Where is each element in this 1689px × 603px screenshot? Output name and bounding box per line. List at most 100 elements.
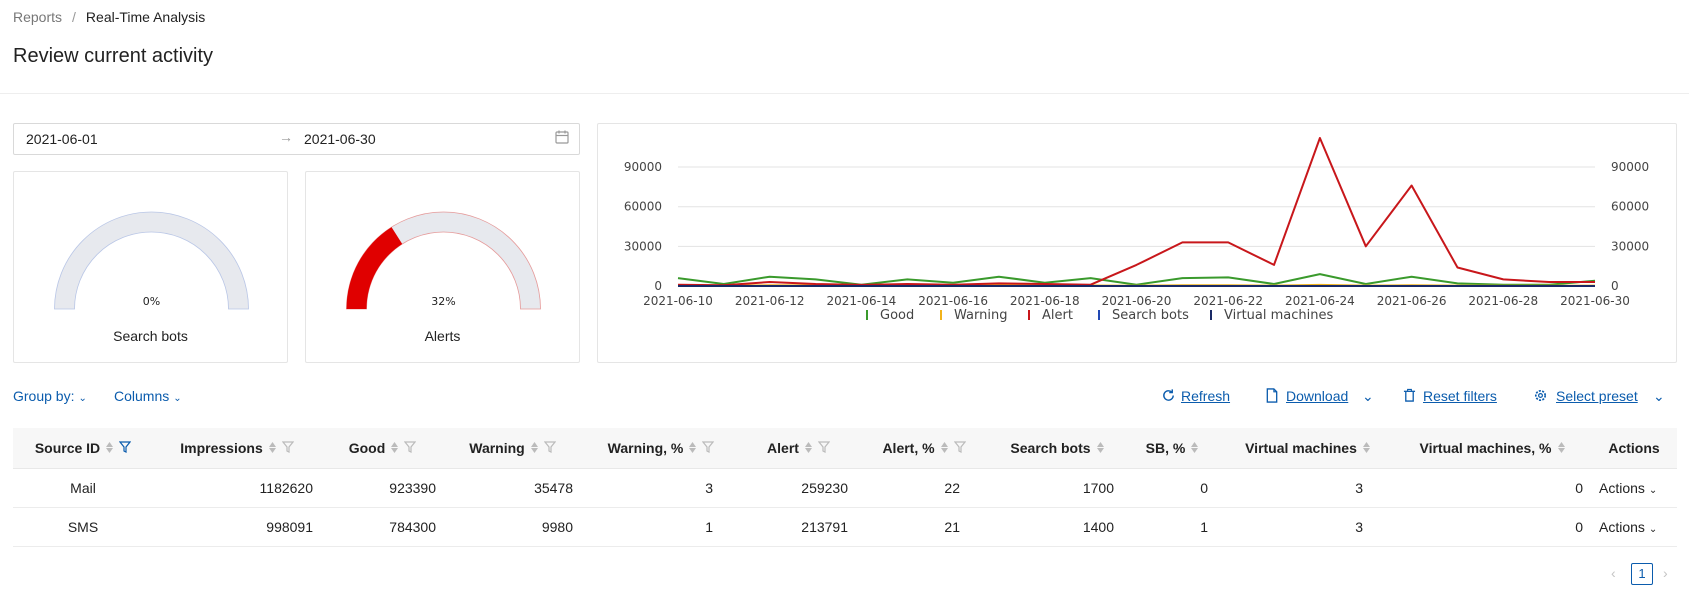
col-source-id[interactable]: Source ID [13,428,153,469]
x-tick-label: 2021-06-14 [827,294,897,308]
legend-label: Warning [954,308,1007,323]
cell-source-id: Mail [13,468,153,508]
legend-label: Alert [1042,308,1073,323]
date-range-picker[interactable]: 2021-06-01 → 2021-06-30 [13,123,580,155]
x-tick-label: 2021-06-20 [1102,294,1172,308]
x-tick-label: 2021-06-22 [1193,294,1263,308]
col-warning[interactable]: Warning [444,428,581,469]
preset-chevron-down-icon[interactable]: ⌄ [1653,388,1665,404]
col-virtual-machines-pct[interactable]: Virtual machines, % [1393,428,1591,469]
sort-icon[interactable] [106,442,114,454]
legend-label: Good [880,308,914,323]
cell-search-bots: 1400 [992,507,1122,547]
y-tick-label-right: 60000 [1611,200,1649,214]
legend-label: Virtual machines [1224,308,1333,323]
gear-icon[interactable] [1533,388,1548,408]
sort-icon[interactable] [1096,442,1104,454]
row-actions-dropdown[interactable]: Actions ⌄ [1591,507,1677,547]
breadcrumb: Reports / Real-Time Analysis [13,9,205,25]
cell-virtual-machines-pct: 0 [1393,507,1591,547]
filter-icon[interactable] [817,440,831,456]
refresh-icon[interactable] [1161,388,1176,408]
cell-virtual-machines-pct: 0 [1393,468,1591,508]
row-actions-label: Actions [1599,479,1645,496]
pagination-page-current[interactable]: 1 [1631,563,1653,585]
report-table: Source ID Impressions Good Warning Warni… [13,428,1677,547]
table-header-row: Source ID Impressions Good Warning Warni… [13,428,1677,469]
sort-icon[interactable] [804,442,812,454]
gauge-label-search-bots: Search bots [113,328,188,344]
group-by-dropdown[interactable]: Group by: ⌄ [13,388,87,404]
y-tick-label-left: 30000 [624,239,662,253]
columns-dropdown[interactable]: Columns ⌄ [114,388,182,404]
col-alert[interactable]: Alert [741,428,856,469]
y-tick-label-left: 0 [654,279,662,293]
filter-icon[interactable] [702,440,715,456]
series-line-alert [677,137,1595,287]
table-row: SMS 998091 784300 9980 1 213791 21 1400 … [13,507,1677,547]
table-row: Mail 1182620 923390 35478 3 259230 22 17… [13,468,1677,508]
col-virtual-machines[interactable]: Virtual machines [1222,428,1393,469]
date-range-start[interactable]: 2021-06-01 [26,131,98,147]
col-search-bots[interactable]: Search bots [992,428,1122,469]
chevron-down-icon: ⌄ [78,393,87,404]
sort-icon[interactable] [1362,442,1370,454]
trash-icon[interactable] [1403,388,1416,408]
cell-virtual-machines: 3 [1222,507,1393,547]
reset-filters-button[interactable]: Reset filters [1423,388,1497,404]
group-by-label: Group by: [13,388,75,404]
download-chevron-down-icon[interactable]: ⌄ [1362,388,1374,404]
refresh-button[interactable]: Refresh [1181,388,1231,404]
calendar-icon[interactable] [555,130,569,149]
cell-alert: 259230 [741,468,856,508]
pagination-next-icon[interactable]: › [1663,565,1668,581]
filter-icon[interactable] [281,440,294,456]
breadcrumb-parent[interactable]: Reports [13,9,63,25]
sort-icon[interactable] [391,442,399,454]
col-alert-pct[interactable]: Alert, % [856,428,992,469]
cell-sb-pct: 0 [1122,468,1222,508]
gauge-alerts: 32% [346,211,541,310]
sort-icon[interactable] [530,442,538,454]
gauge-fill-alerts [346,227,403,309]
select-preset-button[interactable]: Select preset [1556,388,1638,404]
legend-label: Search bots [1112,308,1189,323]
cell-warning: 35478 [444,468,581,508]
sort-icon[interactable] [689,442,697,454]
col-warning-pct[interactable]: Warning, % [581,428,741,469]
sort-icon[interactable] [1191,442,1199,454]
filter-icon[interactable] [953,440,966,456]
cell-alert-pct: 22 [856,468,992,508]
columns-label: Columns [114,388,170,404]
sort-icon[interactable] [940,442,948,454]
activity-line-chart: 0 0 30000 30000 60000 60000 90000 90000 2021-06-… [624,137,1649,323]
filter-icon[interactable] [543,440,556,456]
gauge-label-alerts: Alerts [424,328,461,344]
row-actions-label: Actions [1599,518,1645,535]
cell-good: 923390 [321,468,444,508]
col-impressions[interactable]: Impressions [153,428,321,469]
date-range-end[interactable]: 2021-06-30 [304,131,376,147]
y-tick-label-right: 30000 [1611,239,1649,253]
sort-icon[interactable] [1557,442,1565,454]
chevron-down-icon: ⌄ [1648,484,1658,496]
sort-icon[interactable] [268,442,276,454]
gauge-card-alerts: 32% Alerts [305,171,580,363]
pagination-prev-icon[interactable]: ‹ [1611,565,1616,581]
row-actions-dropdown[interactable]: Actions ⌄ [1591,468,1677,508]
col-good[interactable]: Good [321,428,444,469]
legend-marker [1028,310,1030,320]
x-tick-label: 2021-06-10 [643,294,713,308]
cell-warning: 9980 [444,507,581,547]
cell-impressions: 998091 [153,507,321,547]
legend-marker [1098,310,1100,320]
col-sb-pct[interactable]: SB, % [1122,428,1222,469]
cell-search-bots: 1700 [992,468,1122,508]
document-icon[interactable] [1265,388,1279,408]
filter-icon[interactable] [404,440,417,456]
download-button[interactable]: Download [1286,388,1349,404]
cell-alert: 213791 [741,507,856,547]
legend-marker [1210,310,1212,320]
filter-icon-active[interactable] [118,440,132,456]
cell-alert-pct: 21 [856,507,992,547]
